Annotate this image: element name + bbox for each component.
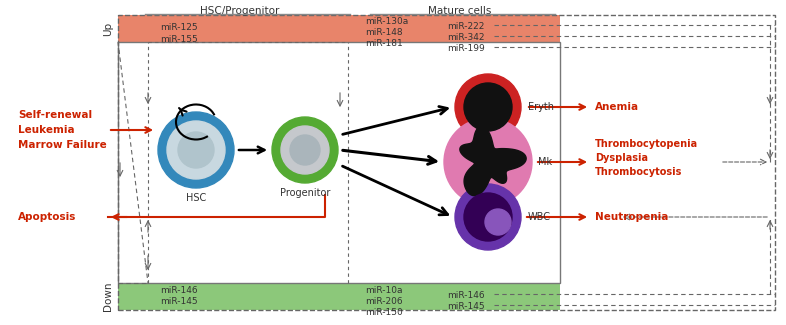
Text: WBC: WBC [528, 212, 551, 222]
Text: HSC/Progenitor: HSC/Progenitor [200, 6, 280, 16]
Text: Anemia: Anemia [595, 102, 639, 112]
Text: Marrow Failure: Marrow Failure [18, 140, 107, 150]
Circle shape [464, 83, 512, 131]
Text: miR-342: miR-342 [447, 33, 484, 42]
Bar [118, 42, 560, 283]
Circle shape [444, 118, 532, 206]
Text: miR-199: miR-199 [447, 44, 485, 53]
Polygon shape [460, 126, 526, 196]
Text: Apoptosis: Apoptosis [18, 212, 76, 222]
Text: Thrombocytosis: Thrombocytosis [595, 167, 682, 177]
Circle shape [290, 135, 320, 165]
Text: Down: Down [103, 282, 113, 311]
Text: miR-181: miR-181 [365, 39, 402, 48]
Circle shape [464, 193, 512, 241]
Circle shape [485, 209, 511, 235]
Text: miR-146: miR-146 [160, 286, 197, 295]
Circle shape [272, 117, 338, 183]
Text: miR-125: miR-125 [160, 23, 197, 32]
Bar [118, 283, 560, 310]
Text: miR-222: miR-222 [447, 22, 484, 31]
Text: Up: Up [103, 21, 113, 35]
Text: miR-10a: miR-10a [365, 286, 402, 295]
Bar [118, 15, 560, 42]
Bar [118, 15, 775, 310]
Circle shape [178, 132, 214, 168]
Text: miR-145: miR-145 [447, 302, 485, 311]
Circle shape [455, 74, 521, 140]
Text: miR-155: miR-155 [160, 35, 198, 44]
Text: Thrombocytopenia: Thrombocytopenia [595, 139, 698, 149]
Text: miR-206: miR-206 [365, 297, 402, 306]
Text: Leukemia: Leukemia [18, 125, 75, 135]
Text: miR-145: miR-145 [160, 297, 197, 306]
Circle shape [167, 121, 225, 179]
Text: Dysplasia: Dysplasia [595, 153, 648, 163]
Text: miR-148: miR-148 [365, 28, 402, 37]
Text: Mk: Mk [538, 157, 552, 167]
Circle shape [158, 112, 234, 188]
Text: miR-130a: miR-130a [365, 17, 408, 26]
Text: Progenitor: Progenitor [280, 188, 330, 198]
Text: Mature cells: Mature cells [428, 6, 492, 16]
Text: HSC: HSC [185, 193, 206, 203]
Circle shape [281, 126, 329, 174]
Text: miR-150: miR-150 [365, 308, 402, 317]
Text: Self-renewal: Self-renewal [18, 110, 92, 120]
Text: miR-146: miR-146 [447, 291, 485, 300]
Text: Eryth: Eryth [528, 102, 554, 112]
Text: Neutropenia: Neutropenia [595, 212, 668, 222]
Circle shape [455, 184, 521, 250]
